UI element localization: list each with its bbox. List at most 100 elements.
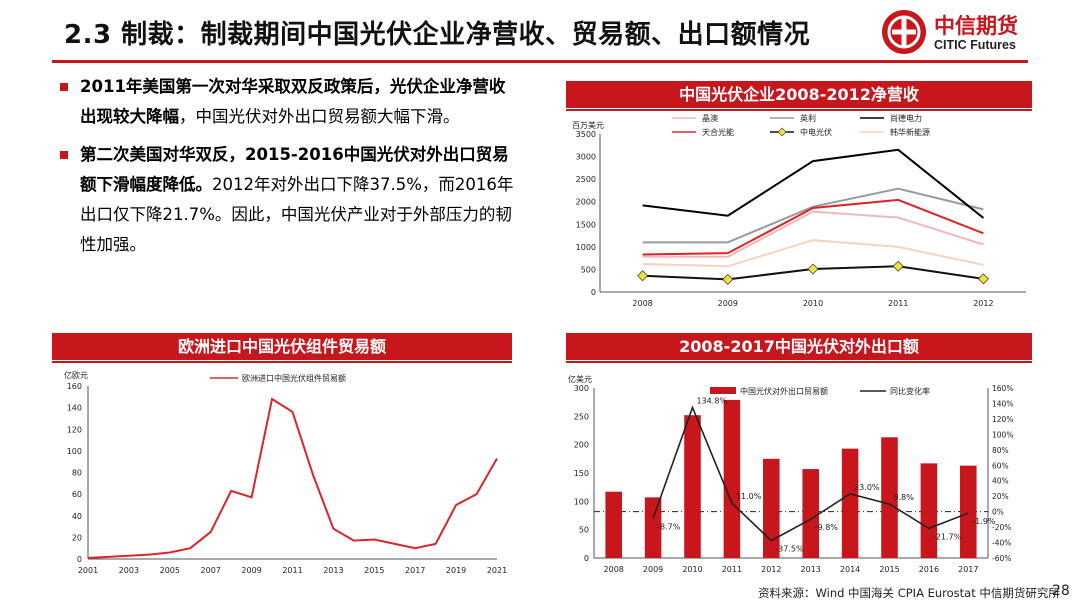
y2-tick-label: 20%: [992, 492, 1009, 501]
y2-tick-label: 80%: [992, 446, 1009, 455]
data-label: -9.8%: [815, 523, 839, 532]
x-tick-label: 2008: [604, 565, 624, 574]
source-note: 资料来源：Wind 中国海关 CPIA Eurostat 中信期货研究所: [758, 586, 1060, 600]
x-tick-label: 2003: [119, 566, 139, 575]
x-tick-label: 2009: [718, 299, 738, 308]
x-tick-label: 2011: [888, 299, 908, 308]
y-tick-label: 250: [574, 412, 589, 421]
x-tick-label: 2005: [160, 566, 180, 575]
series-line: [87, 397, 498, 559]
y2-tick-label: 100%: [992, 430, 1013, 439]
bullet-text: ，中国光伏对外出口贸易额大幅下滑。: [179, 107, 460, 126]
x-tick-label: 2015: [364, 566, 384, 575]
y-tick-label: 200: [574, 441, 589, 450]
y-tick-label: 140: [67, 404, 82, 413]
x-tick-label: 2011: [282, 566, 302, 575]
y-tick-label: 1500: [576, 220, 596, 229]
x-tick-label: 2013: [801, 565, 821, 574]
y-axis-unit: 百万美元: [572, 120, 604, 130]
legend-label: 中国光伏对外出口贸易额: [740, 386, 828, 396]
legend-label: 晶澳: [702, 113, 718, 123]
legend-label: 中电光伏: [800, 127, 832, 137]
bullet-bold-text: 2011年美国第一次对华采取双反政策后，光伏企业净营收出现较大降幅: [80, 77, 506, 126]
legend-label: 尚德电力: [890, 113, 922, 123]
x-tick-label: 2016: [919, 565, 939, 574]
page-number: 28: [1052, 583, 1070, 599]
series-line: [642, 187, 984, 244]
bullet-item: 第二次美国对华双反，2015-2016中国光伏对外出口贸易额下滑幅度降低。201…: [60, 140, 520, 260]
data-label: 11.0%: [736, 492, 762, 501]
y2-tick-label: 160%: [992, 384, 1013, 393]
bar: [920, 463, 938, 558]
data-point: [637, 270, 649, 282]
y-tick-label: 0: [584, 554, 589, 563]
x-tick-label: 2009: [241, 566, 261, 575]
yoy-line: [652, 405, 969, 542]
y-tick-label: 150: [574, 469, 589, 478]
x-tick-label: 2009: [643, 565, 663, 574]
legend-label: 天合光能: [702, 127, 734, 137]
series-line: [642, 210, 984, 258]
data-label: 134.8%: [697, 396, 728, 405]
x-tick-label: 2001: [78, 566, 98, 575]
series-line: [642, 148, 985, 219]
legend-label: 英利: [800, 113, 816, 123]
title-divider: [52, 60, 1028, 63]
y-tick-label: 80: [72, 469, 82, 478]
y2-tick-label: -40%: [992, 539, 1011, 548]
y2-tick-label: 120%: [992, 415, 1013, 424]
y-axis-unit: 亿欧元: [64, 370, 88, 380]
bar: [960, 465, 977, 558]
y-tick-label: 3500: [576, 130, 596, 139]
x-tick-label: 2010: [682, 565, 702, 574]
x-tick-label: 2014: [840, 565, 860, 574]
y-tick-label: 100: [574, 497, 589, 506]
logo-text-en: CITIC Futures: [934, 38, 1016, 52]
y-tick-label: 0: [591, 288, 596, 297]
y2-tick-label: 140%: [992, 399, 1013, 408]
bar: [723, 399, 741, 558]
data-point: [977, 273, 989, 285]
logo-text-cn: 中信期货: [934, 14, 1018, 38]
x-tick-label: 2012: [761, 565, 781, 574]
series-line: [642, 239, 984, 268]
bullet-list: 2011年美国第一次对华采取双反政策后，光伏企业净营收出现较大降幅，中国光伏对外…: [60, 72, 520, 268]
y2-tick-label: -60%: [992, 554, 1011, 563]
y-tick-label: 300: [574, 384, 589, 393]
legend-swatch: [710, 387, 736, 394]
y-tick-label: 20: [72, 533, 82, 542]
data-point: [807, 263, 819, 275]
revenue-chart-title: 中国光伏企业2008-2012净营收: [566, 81, 1032, 111]
bar: [841, 448, 859, 558]
series-line: [642, 198, 984, 256]
data-point: [722, 273, 734, 285]
x-tick-label: 2010: [803, 299, 823, 308]
bar: [644, 497, 662, 558]
x-tick-label: 2007: [201, 566, 221, 575]
data-point: [892, 260, 904, 272]
x-tick-label: 2021: [487, 566, 507, 575]
y-tick-label: 60: [72, 490, 82, 499]
data-label: -1.9%: [972, 517, 996, 526]
x-tick-label: 2017: [405, 566, 425, 575]
x-tick-label: 2017: [958, 565, 978, 574]
data-label: -21.7%: [933, 532, 962, 541]
revenue-line-chart: 0 500 1000 1500 2000 2500 3000 3500 2008 2009 2010…: [572, 113, 1026, 308]
y-tick-label: 3000: [576, 153, 596, 162]
legend-label: 同比变化率: [890, 386, 930, 396]
x-tick-label: 2015: [879, 565, 899, 574]
y-axis-unit: 亿美元: [568, 374, 592, 384]
y-tick-label: 2000: [576, 198, 596, 207]
bullet-text: 2012年对外出口下降37.5%，而2016年出口仅下降21.7%。因此，中国光…: [80, 175, 514, 254]
bar: [881, 437, 898, 558]
y2-tick-label: 0%: [992, 508, 1004, 517]
bullet-marker: [60, 151, 68, 159]
y-tick-label: 100: [67, 447, 82, 456]
bullet-marker: [60, 83, 68, 91]
data-label: 9.8%: [894, 493, 915, 502]
export-bar-line-chart: 0 50 100 150 200 250 300 160% 140% 120% 100% 80% 60%…: [568, 374, 1013, 574]
data-label: 23.0%: [854, 483, 880, 492]
bar: [763, 458, 780, 558]
slide-title: 2.3 制裁：制裁期间中国光伏企业净营收、贸易额、出口额情况: [64, 20, 811, 50]
europe-chart-title: 欧洲进口中国光伏组件贸易额: [52, 333, 512, 363]
